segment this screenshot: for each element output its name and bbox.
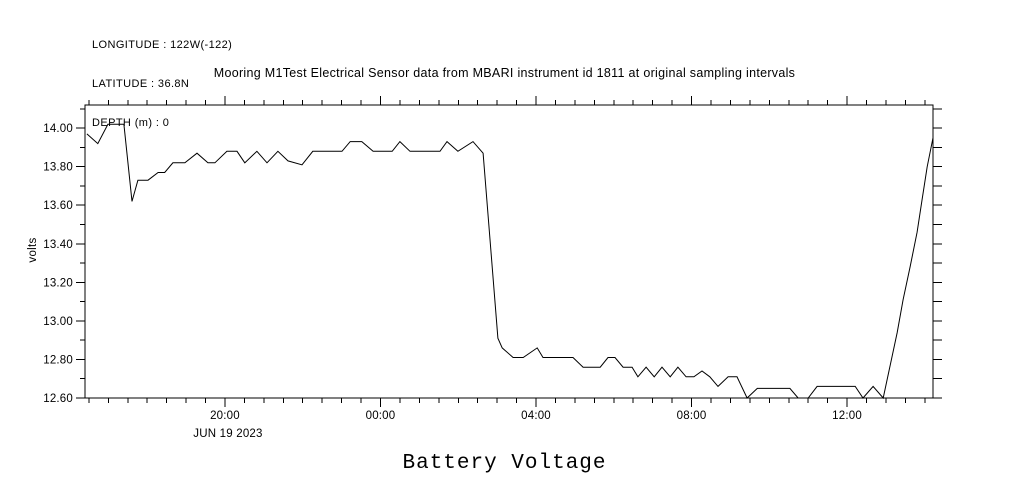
x-tick-label: 12:00	[832, 410, 862, 422]
voltage-line	[86, 123, 934, 400]
metadata-block: LONGITUDE : 122W(-122) LATITUDE : 36.8N …	[92, 13, 232, 143]
x-date-label: JUN 19 2023	[193, 428, 262, 440]
y-tick-label: 14.00	[43, 123, 73, 135]
y-tick-label: 13.20	[43, 277, 73, 289]
chart-caption: Battery Voltage	[402, 452, 607, 475]
y-tick-label: 12.60	[43, 393, 73, 405]
x-tick-label: 20:00	[210, 410, 240, 422]
y-tick-label: 13.00	[43, 316, 73, 328]
depth-label: DEPTH (m) : 0	[92, 117, 170, 129]
x-tick-label: 08:00	[677, 410, 707, 422]
y-tick-label: 12.80	[43, 354, 73, 366]
y-tick-label: 13.40	[43, 239, 73, 251]
latitude-label: LATITUDE : 36.8N	[92, 78, 190, 90]
y-tick-label: 13.60	[43, 200, 73, 212]
y-tick-label: 13.80	[43, 162, 73, 174]
x-tick-label: 00:00	[366, 410, 396, 422]
chart-title: Mooring M1Test Electrical Sensor data fr…	[213, 66, 796, 80]
longitude-label: LONGITUDE : 122W(-122)	[92, 39, 233, 51]
plot-border	[84, 104, 934, 399]
x-tick-label: 04:00	[521, 410, 551, 422]
